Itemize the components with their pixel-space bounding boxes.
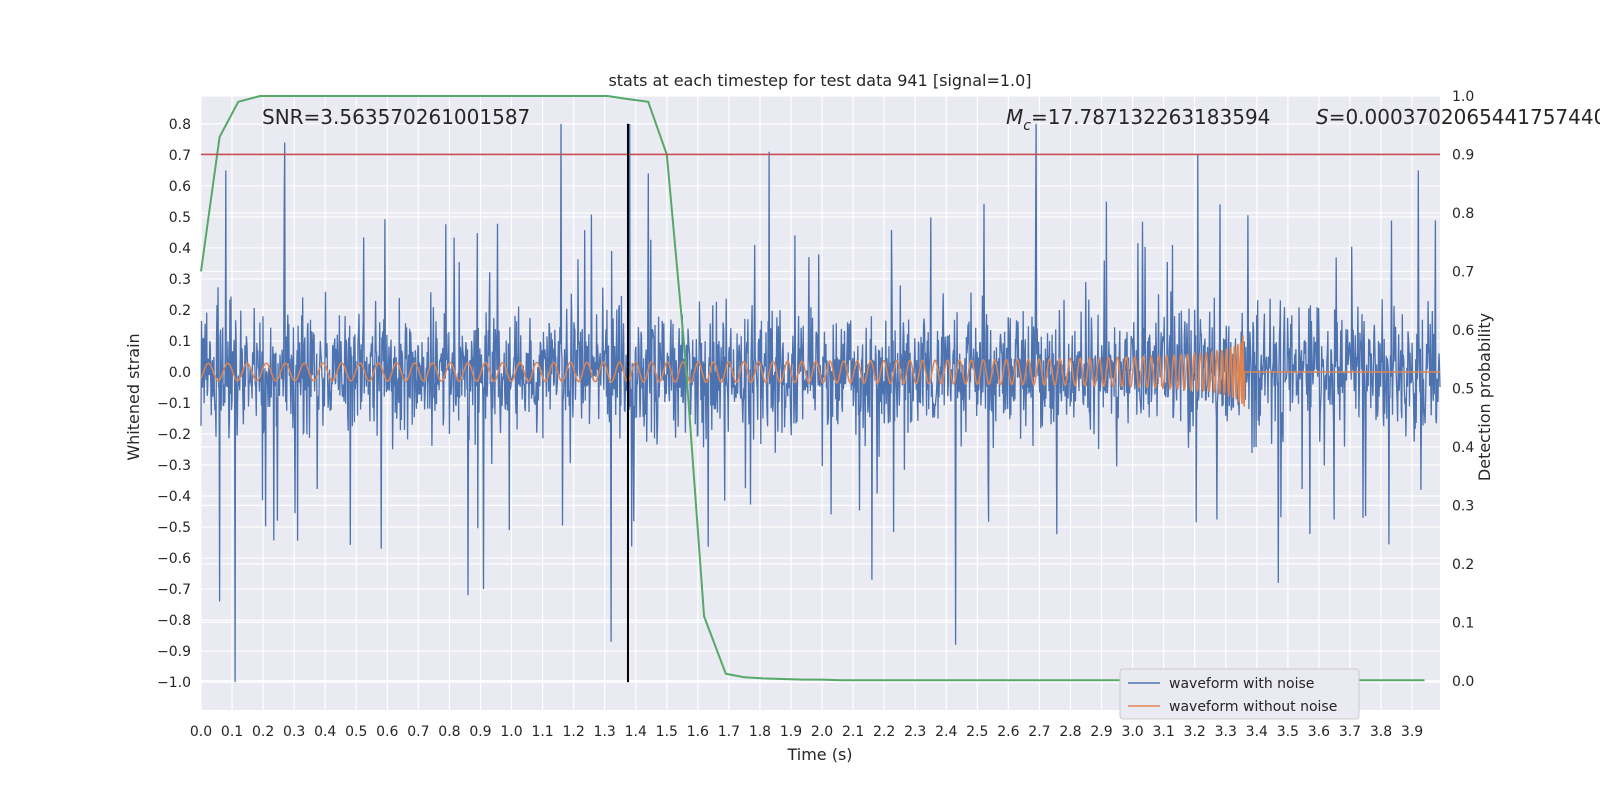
y-tick-label-left: 0.8 [169, 117, 191, 133]
x-tick-label: 1.8 [749, 724, 771, 740]
y-tick-label-left: −0.6 [157, 551, 191, 567]
x-tick-label: 0.6 [376, 724, 398, 740]
y-tick-label-left: 0.0 [169, 365, 191, 381]
mc-symbol: M [1006, 105, 1023, 129]
x-tick-label: 3.2 [1184, 724, 1206, 740]
mc-subscript: c [1023, 118, 1031, 134]
y-tick-label-right: 0.2 [1452, 557, 1474, 573]
x-tick-label: 3.4 [1246, 724, 1268, 740]
x-tick-label: 3.0 [1121, 724, 1143, 740]
x-tick-label: 3.6 [1308, 724, 1330, 740]
s-symbol: S [1316, 105, 1329, 129]
y-tick-label-left: −0.2 [157, 427, 191, 443]
x-tick-label: 3.8 [1370, 724, 1392, 740]
y-tick-label-right: 1.0 [1452, 89, 1474, 105]
x-tick-label: 2.4 [935, 724, 957, 740]
x-tick-label: 2.8 [1059, 724, 1081, 740]
x-tick-label: 0.7 [407, 724, 429, 740]
x-tick-label: 1.7 [718, 724, 740, 740]
x-tick-label: 1.3 [594, 724, 616, 740]
y-axis-label-right: Detection probability [1475, 313, 1494, 481]
x-tick-label: 2.1 [842, 724, 864, 740]
y-tick-label-left: 0.1 [169, 334, 191, 350]
y-tick-label-right: 0.0 [1452, 674, 1474, 690]
x-tick-label: 3.1 [1152, 724, 1174, 740]
chirp-mass-annotation: Mc=17.787132263183594 [1006, 105, 1270, 134]
clean-line [200, 335, 1440, 407]
x-tick-label: 0.5 [345, 724, 367, 740]
x-tick-label: 3.9 [1401, 724, 1423, 740]
x-tick-label: 2.0 [811, 724, 833, 740]
x-axis-label: Time (s) [786, 745, 852, 764]
y-tick-label-right: 0.9 [1452, 147, 1474, 163]
y-tick-label-left: −1.0 [157, 675, 191, 691]
y-tick-label-left: 0.5 [169, 210, 191, 226]
legend-box [1119, 668, 1360, 720]
x-tick-label: 2.3 [904, 724, 926, 740]
x-tick-label: 1.6 [687, 724, 709, 740]
y-tick-label-right: 0.3 [1452, 498, 1474, 514]
y-tick-label-left: −0.4 [157, 489, 191, 505]
y-tick-label-right: 0.5 [1452, 381, 1474, 397]
y-tick-label-right: 0.1 [1452, 615, 1474, 631]
x-tick-label: 2.2 [873, 724, 895, 740]
s-annotation: S=0.00037020654417574406 [1316, 105, 1600, 129]
x-tick-label: 2.9 [1090, 724, 1112, 740]
x-tick-label: 0.4 [314, 724, 336, 740]
y-tick-label-left: −0.8 [157, 613, 191, 629]
y-tick-label-left: −0.3 [157, 458, 191, 474]
y-tick-label-left: 0.7 [169, 148, 191, 164]
x-ticks: 0.0 0.1 0.2 0.3 0.4 0.5 0.6 0.7 0.8 0.9 1.0 1.1 1.2 1… [190, 724, 1423, 740]
noise-line [200, 123, 1441, 683]
x-tick-label: 1.1 [531, 724, 553, 740]
y-tick-label-left: 0.2 [169, 303, 191, 319]
y-tick-label-left: 0.4 [169, 241, 191, 257]
x-tick-label: 1.5 [656, 724, 678, 740]
y-axis-label-left: Whitened strain [124, 333, 143, 460]
x-tick-label: 0.3 [283, 724, 305, 740]
y-ticks-left: −1.0 −0.9 −0.8 −0.7 −0.6 −0.5 −0.4 −0.3 −0.2 −0.1… [157, 117, 191, 691]
x-tick-label: 0.1 [221, 724, 243, 740]
x-tick-label: 1.4 [625, 724, 647, 740]
mc-value: =17.787132263183594 [1031, 105, 1270, 129]
y-tick-label-left: −0.7 [157, 582, 191, 598]
y-tick-label-left: 0.3 [169, 272, 191, 288]
series-waveform-with-noise [200, 123, 1441, 683]
legend-label-noise: waveform with noise [1169, 676, 1314, 692]
s-value: =0.00037020654417574406 [1329, 105, 1600, 129]
y-tick-label-left: 0.6 [169, 179, 191, 195]
legend-label-clean: waveform without noise [1169, 699, 1337, 715]
snr-annotation: SNR=3.563570261001587 [262, 105, 530, 129]
x-tick-label: 2.6 [997, 724, 1019, 740]
x-tick-label: 3.7 [1339, 724, 1361, 740]
chart-title: stats at each timestep for test data 941… [608, 71, 1031, 90]
x-tick-label: 1.2 [562, 724, 584, 740]
x-tick-label: 3.3 [1215, 724, 1237, 740]
y-tick-label-right: 0.6 [1452, 323, 1474, 339]
x-tick-label: 2.5 [966, 724, 988, 740]
y-tick-label-right: 0.4 [1452, 440, 1474, 456]
x-tick-label: 1.9 [780, 724, 802, 740]
x-tick-label: 3.5 [1277, 724, 1299, 740]
x-tick-label: 0.8 [438, 724, 460, 740]
y-ticks-right: 0.0 0.1 0.2 0.3 0.4 0.5 0.6 0.7 0.8 0.9 1.0 [1452, 89, 1474, 690]
y-tick-label-left: −0.9 [157, 644, 191, 660]
x-tick-label: 0.9 [469, 724, 491, 740]
y-tick-label-left: −0.5 [157, 520, 191, 536]
x-tick-label: 0.2 [252, 724, 274, 740]
x-tick-label: 1.0 [500, 724, 522, 740]
legend: waveform with noise waveform without noi… [1119, 668, 1360, 720]
series-waveform-without-noise [200, 335, 1440, 407]
x-tick-label: 2.7 [1028, 724, 1050, 740]
y-tick-label-right: 0.7 [1452, 264, 1474, 280]
y-tick-label-right: 0.8 [1452, 206, 1474, 222]
x-tick-label: 0.0 [190, 724, 212, 740]
y-tick-label-left: −0.1 [157, 396, 191, 412]
